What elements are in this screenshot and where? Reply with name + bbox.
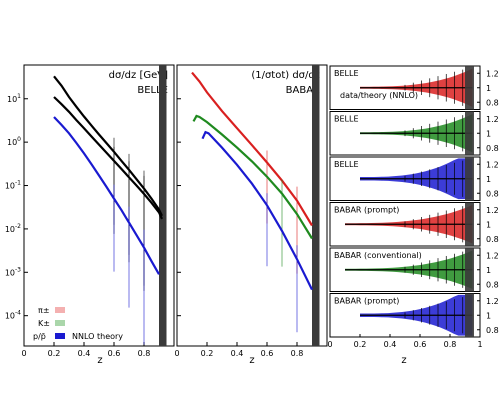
ratio-y-tick-label: 0.8 [486, 98, 499, 107]
ratio-excluded-region [465, 293, 474, 337]
x-tick-label: 0 [21, 349, 26, 358]
panel-belle-xlabel: z [97, 355, 102, 366]
panel-belle-series [53, 65, 167, 346]
ratio-x-tick-label: 1 [477, 340, 482, 349]
ratio-row-label: BELLE [334, 160, 359, 169]
x-tick-label: 0 [174, 349, 179, 358]
x-tick-label: 0.2 [201, 349, 214, 358]
ratio-excluded-region [465, 111, 474, 155]
series-line-1 [53, 96, 163, 220]
ratio-row-2: BELLE 0.8 1 1.2 [329, 156, 499, 201]
panel-babar: (1/σtot) dσ/dz BABAR z 0 0.2 0.4 0.6 0.8 [174, 64, 328, 366]
excluded-region [312, 65, 320, 346]
ratio-row-3: BABAR (prompt) 0.8 1 1.2 [329, 202, 499, 247]
legend-label-proton: p/p̄ [33, 332, 46, 341]
ratio-row-5: BABAR (prompt) 0.8 1 1.2 [329, 293, 499, 338]
ratio-x-tick-label: 0.8 [444, 340, 457, 349]
ratio-x-tick-label: 0.6 [414, 340, 427, 349]
ratio-excluded-region [465, 157, 474, 201]
ratio-y-tick-label: 1.2 [486, 69, 499, 78]
legend-label-theory: NNLO theory [72, 332, 123, 341]
x-tick-label: 0.4 [78, 349, 91, 358]
panel-babar-series [191, 65, 320, 346]
ratio-y-tick-label: 1 [486, 311, 491, 320]
ratio-excluded-region [465, 248, 474, 292]
ratio-y-tick-label: 0.8 [486, 326, 499, 335]
ratio-row-1: BELLE 0.8 1 1.2 [329, 111, 499, 156]
panel-babar-frame [176, 64, 328, 347]
y-tick-label: 10-3 [5, 266, 21, 277]
ratio-row-label: BELLE [334, 115, 359, 124]
x-tick-label: 0.2 [48, 349, 61, 358]
ratio-y-tick-label: 1 [486, 266, 491, 275]
ratio-y-tick-label: 1.2 [486, 160, 499, 169]
ratio-row-4: BABAR (conventional) 0.8 1 1.2 [329, 247, 499, 292]
legend-label-pion: π± [38, 306, 50, 315]
panel-belle-title: dσ/dz [GeV] [109, 70, 168, 81]
x-tick-label: 0.6 [261, 349, 274, 358]
ratio-excluded-region [465, 66, 474, 110]
ratio-row-label: BELLE [334, 69, 359, 78]
y-tick-label: 100 [7, 136, 21, 147]
ratio-row-label: BABAR (conventional) [334, 251, 422, 260]
panel-babar-title: (1/σtot) dσ/dz [251, 70, 320, 81]
panel-belle-legend: π± K± p/p̄ NNLO theory [33, 306, 123, 341]
ratio-row-0: BELLE data/theory (NNLO) 0.8 1 1.2 [329, 65, 499, 110]
ratio-y-tick-label: 1.2 [486, 206, 499, 215]
y-tick-label: 10-2 [5, 223, 21, 234]
ratio-y-tick-label: 0.8 [486, 189, 499, 198]
y-tick-label: 10-4 [5, 310, 21, 321]
ratio-x-tick-label: 0.2 [354, 340, 367, 349]
panel-belle-ticks: 0 0.2 0.4 0.6 0.8 10-4 10-3 10-2 10-1 100 101 [5, 93, 151, 358]
legend-swatch-proton [55, 333, 65, 339]
ratio-y-tick-label: 1 [486, 175, 491, 184]
x-tick-label: 0.8 [291, 349, 304, 358]
ratio-y-tick-label: 1 [486, 84, 491, 93]
ratio-excluded-region [465, 202, 474, 246]
ratio-y-tick-label: 1 [486, 220, 491, 229]
ratio-annotation: data/theory (NNLO) [340, 91, 418, 100]
ratio-rows: BELLE data/theory (NNLO) 0.8 1 1.2 BELLE 0.8 1 1… [327, 65, 499, 349]
panel-ratios: BELLE data/theory (NNLO) 0.8 1 1.2 BELLE 0.8 1 1… [327, 65, 499, 366]
legend-swatch-kaon [55, 320, 65, 326]
legend-label-kaon: K± [38, 319, 50, 328]
ratio-y-tick-label: 1.2 [486, 297, 499, 306]
y-tick-label: 10-1 [5, 180, 21, 191]
ratio-row-label: BABAR (prompt) [334, 206, 399, 215]
x-tick-label: 0.6 [108, 349, 121, 358]
x-tick-label: 0.8 [138, 349, 151, 358]
ratio-y-tick-label: 1.2 [486, 115, 499, 124]
ratio-y-tick-label: 0.8 [486, 235, 499, 244]
panel-babar-ticks: 0 0.2 0.4 0.6 0.8 [174, 98, 304, 358]
series-line-1 [192, 114, 313, 240]
series-line-2 [53, 116, 160, 275]
panel-babar-xlabel: z [249, 355, 254, 366]
series-line-2 [201, 130, 313, 291]
ratio-y-tick-label: 0.8 [486, 144, 499, 153]
ratio-y-tick-label: 1.2 [486, 251, 499, 260]
ratio-x-tick-label: 0.4 [384, 340, 397, 349]
legend-swatch-pion [55, 307, 65, 313]
panel-ratios-xlabel: z [401, 355, 406, 366]
panel-belle-frame [23, 64, 175, 347]
x-tick-label: 0.4 [231, 349, 244, 358]
ratio-x-tick-label: 0 [327, 340, 332, 349]
ratio-y-tick-label: 1 [486, 129, 491, 138]
ratio-row-label: BABAR (prompt) [334, 297, 399, 306]
series-line-0 [53, 75, 163, 217]
panel-belle: dσ/dz [GeV] BELLE z 0 0.2 0.4 0.6 0.8 10-4 10-… [5, 64, 175, 366]
series-line-0 [191, 71, 313, 227]
panel-belle-subtitle: BELLE [137, 85, 168, 96]
excluded-region [159, 65, 167, 346]
y-tick-label: 101 [7, 93, 21, 104]
panel-babar-subtitle: BABAR [286, 85, 320, 96]
ratio-y-tick-label: 0.8 [486, 280, 499, 289]
